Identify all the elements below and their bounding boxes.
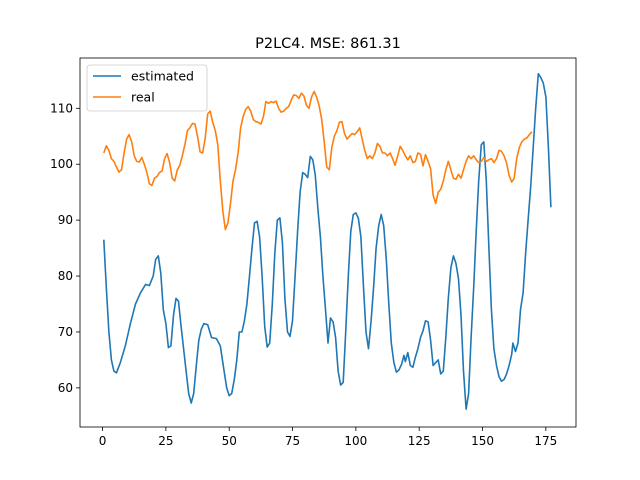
y-tick-label: 60	[58, 381, 73, 395]
y-axis: 60 70 80 90 100 110	[50, 101, 80, 395]
x-tick-label: 125	[408, 434, 431, 448]
x-tick-label: 25	[158, 434, 173, 448]
y-tick-label: 100	[50, 157, 73, 171]
series-line-estimated	[103, 72, 552, 410]
x-tick-label: 75	[285, 434, 300, 448]
legend: estimated real	[86, 64, 208, 112]
y-tick-label: 90	[58, 213, 73, 227]
y-tick-label: 110	[50, 101, 73, 115]
chart-title: P2LC4. MSE: 861.31	[255, 36, 401, 52]
series-layer	[103, 72, 552, 410]
series-line-real	[103, 90, 533, 231]
x-tick-label: 50	[222, 434, 237, 448]
x-tick-label: 0	[99, 434, 107, 448]
x-tick-label: 175	[534, 434, 557, 448]
y-tick-label: 70	[58, 325, 73, 339]
y-tick-label: 80	[58, 269, 73, 283]
x-tick-label: 100	[344, 434, 367, 448]
plot-frame	[79, 57, 577, 428]
x-tick-label: 150	[471, 434, 494, 448]
legend-label-real: real	[131, 90, 155, 105]
x-axis: 0 25 50 75 100 125 150 175	[99, 427, 557, 448]
legend-label-estimated: estimated	[131, 69, 194, 84]
